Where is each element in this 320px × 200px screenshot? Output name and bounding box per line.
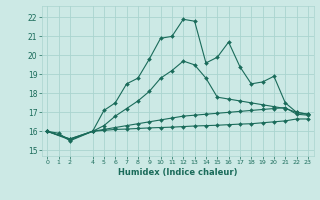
X-axis label: Humidex (Indice chaleur): Humidex (Indice chaleur) [118, 168, 237, 177]
